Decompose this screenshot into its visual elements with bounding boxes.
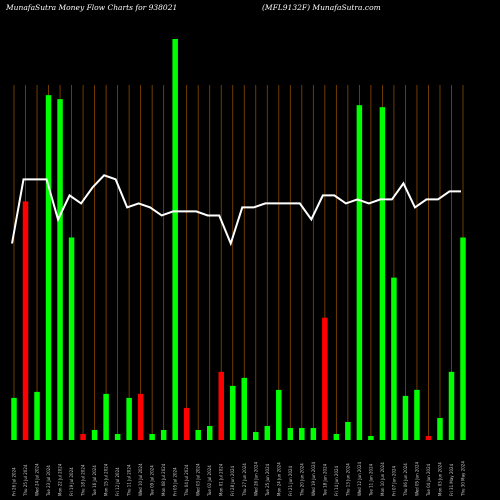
- x-tick-label: Tue 04 Jun 2024: [426, 463, 431, 497]
- bar: [11, 397, 17, 440]
- bar: [402, 395, 409, 440]
- bar-series: [11, 39, 466, 441]
- bar: [172, 39, 178, 440]
- x-tick-label: Tue 09 Jul 2024: [150, 465, 155, 497]
- bar: [218, 371, 224, 440]
- x-tick-label: Thu 13 Jun 2024: [345, 463, 350, 497]
- bar: [333, 433, 340, 440]
- bar: [160, 429, 167, 440]
- bar: [137, 393, 144, 440]
- x-tick-label: Thu 18 Jul 2024: [81, 464, 86, 497]
- bar: [22, 201, 29, 440]
- x-tick-label: Thu 30 May 2024: [461, 461, 466, 497]
- x-tick-label: Mon 22 Jul 2024: [58, 463, 63, 496]
- bar: [345, 421, 351, 440]
- x-tick-label: Tue 23 Jul 2024: [46, 465, 51, 497]
- bar: [80, 433, 86, 440]
- x-tick-label: Wed 03 Jul 2024: [196, 463, 201, 496]
- bar: [379, 107, 386, 441]
- bar: [310, 427, 317, 440]
- bar: [322, 317, 328, 440]
- x-tick-label: Thu 27 Jun 2024: [242, 463, 247, 497]
- bar: [264, 425, 271, 440]
- bar: [206, 425, 213, 440]
- x-tick-label: Fri 26 Jul 2024: [12, 467, 17, 496]
- x-tick-label: Thu 04 Jul 2024: [184, 464, 189, 497]
- chart-title: MunafaSutra Money Flow Charts for 938021: [6, 3, 178, 12]
- x-tick-label: Mon 03 Jun 2024: [437, 462, 442, 496]
- bar: [460, 237, 466, 440]
- x-tick-label: Tue 11 Jun 2024: [368, 463, 373, 497]
- bar: [229, 385, 236, 440]
- x-tick-label: Tue 02 Jul 2024: [207, 465, 212, 497]
- bar: [299, 427, 305, 440]
- bar: [114, 433, 121, 440]
- bar: [103, 393, 109, 440]
- x-tick-label: Fri 31 May 2024: [449, 463, 454, 496]
- x-tick-label: Thu 25 Jul 2024: [23, 464, 28, 497]
- bar: [195, 429, 201, 440]
- x-tick-label: Wed 26 Jun 2024: [253, 461, 258, 496]
- x-tick-label: Thu 11 Jul 2024: [127, 464, 132, 497]
- chart-site-label: (MFL9132F) MunafaSutra.com: [262, 3, 381, 12]
- bar: [414, 389, 420, 441]
- bar: [425, 435, 432, 440]
- x-tick-label: Fri 12 Jul 2024: [115, 467, 120, 496]
- x-tick-label: Fri 28 Jun 2024: [230, 465, 235, 496]
- bar: [45, 95, 52, 440]
- bar: [68, 237, 75, 440]
- money-flow-line: [11, 174, 461, 247]
- bar: [57, 99, 63, 441]
- x-tick-label: Mon 08 Jul 2024: [161, 463, 166, 496]
- bar: [391, 277, 397, 440]
- bar: [253, 431, 259, 440]
- x-tick-label: Mon 01 Jul 2024: [219, 463, 224, 496]
- x-tick-label: Wed 19 Jun 2024: [311, 461, 316, 496]
- x-tick-label: Tue 25 Jun 2024: [265, 463, 270, 497]
- x-tick-label: Wed 24 Jul 2024: [35, 463, 40, 496]
- x-tick-label: Wed 05 Jun 2024: [414, 461, 419, 496]
- bar: [126, 397, 132, 440]
- x-tick-label: Fri 05 Jul 2024: [173, 467, 178, 496]
- bar: [183, 407, 190, 440]
- x-tick-label: Tue 16 Jul 2024: [92, 465, 97, 497]
- x-tick-label: Fri 21 Jun 2024: [288, 465, 293, 496]
- x-tick-label: Wed 10 Jul 2024: [138, 463, 143, 496]
- bar: [149, 433, 155, 440]
- x-tick-label: Fri 07 Jun 2024: [391, 465, 396, 496]
- bar: [356, 105, 363, 441]
- x-tick-label: Tue 18 Jun 2024: [322, 463, 327, 497]
- bar: [287, 427, 294, 440]
- bar: [241, 377, 248, 440]
- x-tick-label: Mon 10 Jun 2024: [380, 462, 385, 496]
- x-tick-label: Mon 24 Jun 2024: [276, 462, 281, 496]
- bar: [448, 371, 455, 440]
- bar: [368, 435, 374, 440]
- bar: [437, 417, 443, 440]
- x-axis-labels: Fri 26 Jul 2024 Thu 25 Jul 2024 Wed 24 Jul…: [12, 461, 466, 497]
- bar: [34, 391, 40, 440]
- x-tick-label: Thu 06 Jun 2024: [403, 463, 408, 497]
- x-tick-label: Mon 15 Jul 2024: [104, 463, 109, 496]
- x-tick-label: Fri 14 Jun 2024: [334, 465, 339, 496]
- x-tick-label: Fri 19 Jul 2024: [69, 467, 74, 496]
- bar: [91, 429, 98, 440]
- x-tick-label: Wed 12 Jun 2024: [357, 461, 362, 496]
- x-tick-label: Thu 20 Jun 2024: [299, 463, 304, 497]
- bar: [276, 389, 282, 441]
